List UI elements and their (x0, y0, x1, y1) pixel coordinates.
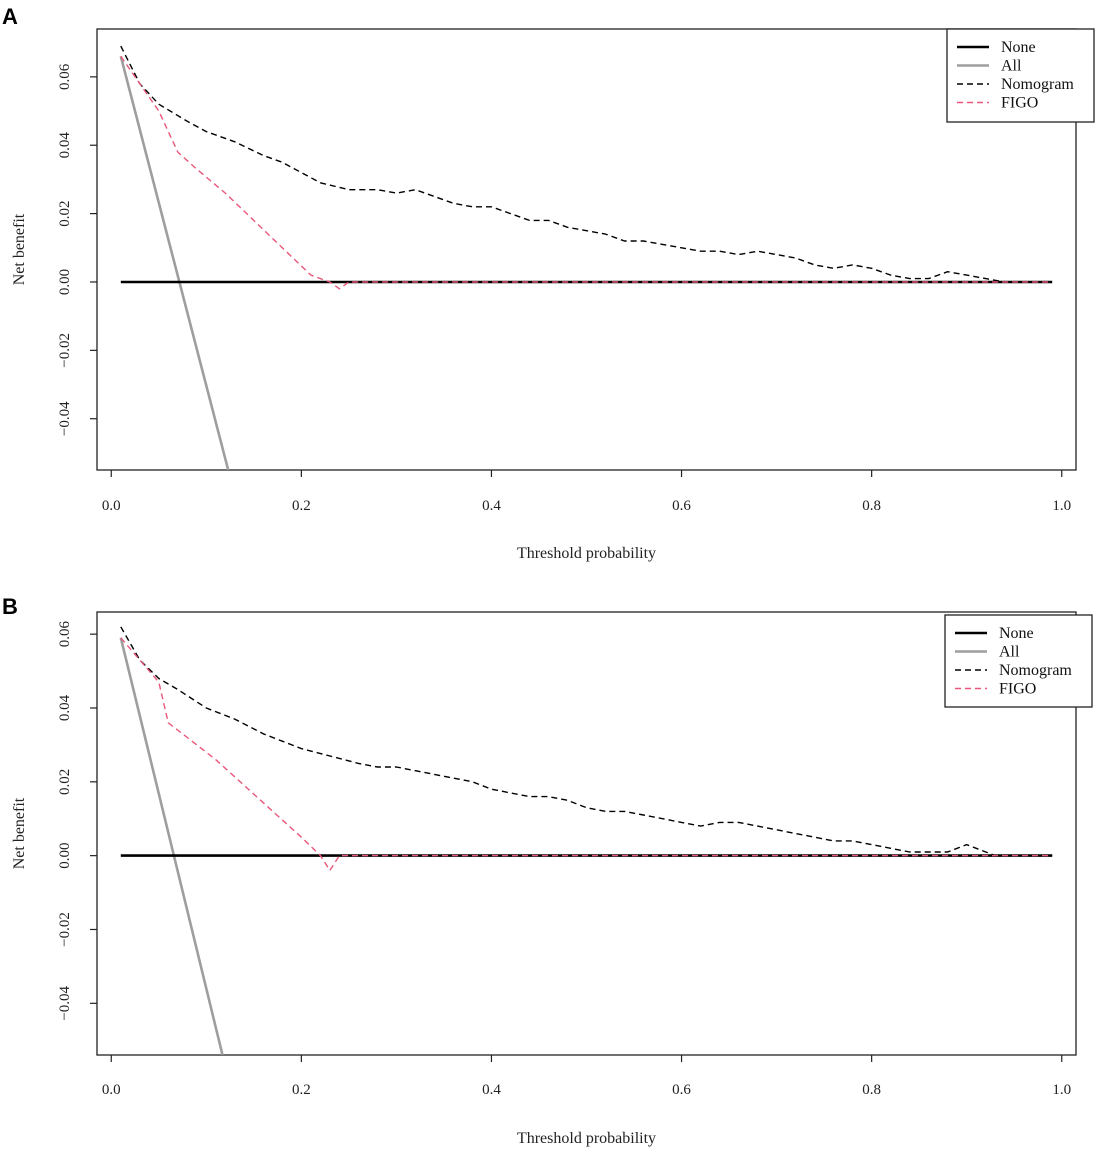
y-tick-label: −0.02 (57, 333, 73, 368)
series-line-nomogram (120, 626, 1053, 857)
series-line-figo (120, 637, 1053, 872)
legend-box (944, 614, 1093, 708)
y-tick-label: 0.00 (57, 269, 73, 295)
legend-label-figo: FIGO (999, 681, 1036, 698)
series-group (119, 45, 1053, 470)
series-line-figo (120, 55, 1053, 290)
y-tick-label: 0.04 (57, 694, 73, 721)
legend-label-nomogram: Nomogram (999, 662, 1072, 679)
x-tick-label: 1.0 (1052, 1082, 1071, 1098)
x-tick-label: 1.0 (1052, 498, 1071, 514)
legend-label-nomogram: Nomogram (1001, 76, 1074, 93)
x-tick-label: 0.6 (672, 1082, 691, 1098)
series-line-nomogram (120, 45, 1053, 283)
y-tick-label: −0.04 (57, 401, 73, 436)
legend-label-all: All (999, 644, 1020, 661)
x-tick-label: 0.6 (672, 498, 691, 514)
panel-label: A (2, 4, 18, 29)
chart-panel-b: B 0.0 0.2 0.4 0.6 0.8 1.0 −0.04 −0.02 0.00 0.02 0.0… (2, 594, 1093, 1147)
x-tick-label: 0.2 (292, 498, 311, 514)
x-tick-label: 0.0 (102, 1082, 121, 1098)
legend-box (946, 28, 1095, 123)
series-line-all (119, 637, 224, 1055)
y-tick-label: −0.04 (57, 985, 73, 1020)
x-tick-label: 0.8 (862, 1082, 881, 1098)
y-tick-label: 0.00 (57, 843, 73, 869)
y-tick-label: 0.06 (57, 621, 73, 648)
series-group (119, 626, 1053, 1055)
legend-label-all: All (1001, 58, 1022, 75)
x-axis-label: Threshold probability (517, 1130, 656, 1147)
plot-frame (96, 611, 1077, 1056)
y-tick-label: −0.02 (57, 912, 73, 947)
y-axis-label: Net benefit (11, 797, 28, 869)
panel-label: B (2, 594, 18, 619)
x-tick-label: 0.4 (482, 498, 501, 514)
y-tick-label: 0.02 (57, 200, 73, 226)
y-tick-label: 0.04 (57, 132, 73, 159)
y-axis-label: Net benefit (11, 213, 28, 285)
y-tick-label: 0.06 (57, 63, 73, 90)
legend-label-figo: FIGO (1001, 95, 1038, 112)
x-tick-label: 0.0 (102, 498, 121, 514)
x-tick-label: 0.4 (482, 1082, 501, 1098)
x-axis-label: Threshold probability (517, 545, 656, 562)
y-tick-label: 0.02 (57, 769, 73, 795)
x-tick-label: 0.2 (292, 1082, 311, 1098)
legend-label-none: None (999, 625, 1034, 642)
series-line-all (119, 55, 230, 470)
x-tick-label: 0.8 (862, 498, 881, 514)
plot-frame (96, 28, 1077, 471)
legend-label-none: None (1001, 39, 1036, 56)
chart-panel-a: A 0.0 0.2 0.4 0.6 0.8 1.0 −0.04 −0.02 0.00 0.02 0.0… (2, 4, 1095, 562)
